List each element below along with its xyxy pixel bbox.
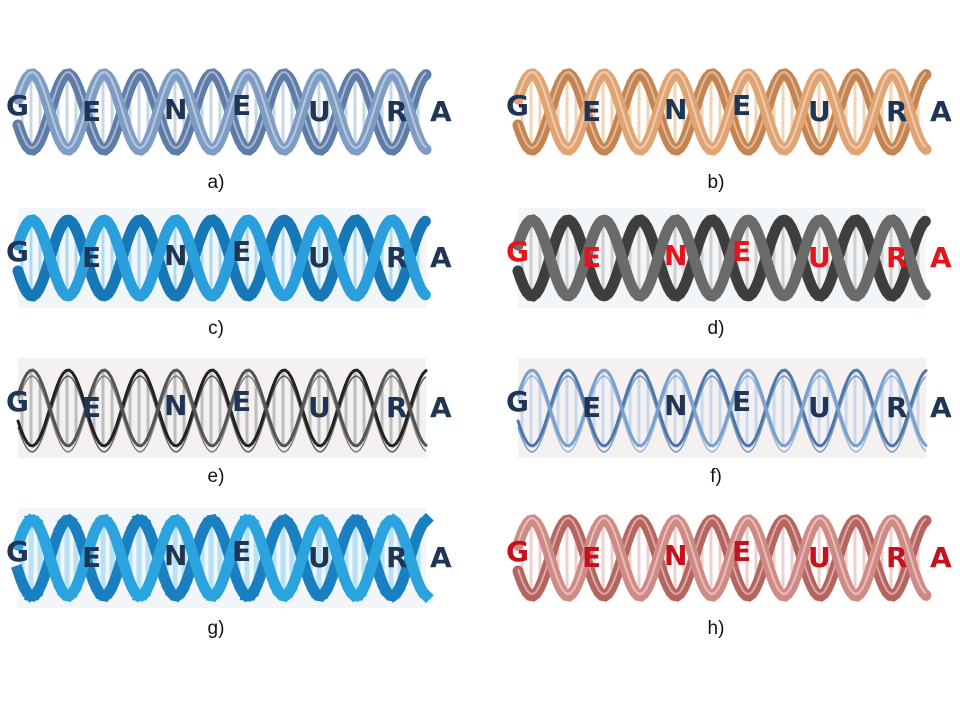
panel-caption: b) <box>707 172 725 193</box>
helix-letter: E <box>732 535 752 568</box>
helix-letter: R <box>386 541 408 574</box>
helix-letter: R <box>886 391 908 424</box>
dna-helix-graphic <box>512 68 932 156</box>
dna-helix-graphic <box>516 358 928 458</box>
helix-letter: E <box>582 95 602 128</box>
helix-letter: A <box>930 541 952 574</box>
dna-helix-graphic <box>11 508 434 608</box>
helix-strand-front <box>512 68 932 156</box>
helix-letter: R <box>886 241 908 274</box>
helix-strand-front-highlight <box>517 517 927 595</box>
helix-letter: G <box>6 89 29 122</box>
helix-strand-front <box>11 514 434 604</box>
helix-letter: U <box>308 391 331 424</box>
helix-letter: E <box>732 235 752 268</box>
helix-letter: A <box>430 391 452 424</box>
helix-strand-front-sketch-line <box>17 375 427 453</box>
dna-helix-graphic <box>512 208 932 308</box>
helix-letter: R <box>886 541 908 574</box>
helix-letter: G <box>506 535 529 568</box>
helix-letter: A <box>930 95 952 128</box>
helix-letter: E <box>582 541 602 574</box>
helix-letter: N <box>164 239 188 272</box>
helix-letter: U <box>808 241 831 274</box>
helix-letter: E <box>232 385 252 418</box>
helix-strand-front <box>512 514 932 602</box>
helix-letter: E <box>82 95 102 128</box>
helix-letter: R <box>886 95 908 128</box>
dna-helix-graphic <box>12 68 432 156</box>
helix-letter: U <box>308 241 331 274</box>
helix-letter: E <box>732 385 752 418</box>
helix-strand-front <box>512 214 932 302</box>
panel-caption: e) <box>207 466 225 487</box>
helix-letter: E <box>82 391 102 424</box>
helix-letter: A <box>430 541 452 574</box>
panel-caption: h) <box>707 618 725 639</box>
helix-letter: R <box>386 241 408 274</box>
helix-strand-front-highlight <box>517 71 927 149</box>
helix-letter: E <box>732 89 752 122</box>
helix-letter: E <box>232 535 252 568</box>
dna-helix-graphic <box>12 208 432 308</box>
helix-letter: N <box>164 93 188 126</box>
helix-strand-front <box>16 368 428 448</box>
helix-letter: R <box>386 391 408 424</box>
helix-letter: N <box>664 93 688 126</box>
helix-letter: E <box>232 89 252 122</box>
helix-letter: U <box>308 541 331 574</box>
helix-letter: A <box>430 95 452 128</box>
helix-strand-front <box>516 368 928 448</box>
helix-strand-front <box>12 214 432 302</box>
helix-letter: E <box>82 241 102 274</box>
dna-helix-graphic <box>16 358 428 458</box>
helix-letter: G <box>506 89 529 122</box>
helix-letter: N <box>664 389 688 422</box>
panel-caption: c) <box>208 318 224 339</box>
helix-letter: G <box>6 535 29 568</box>
helix-letter: U <box>808 541 831 574</box>
helix-letter: E <box>82 541 102 574</box>
helix-letter: N <box>664 539 688 572</box>
helix-letter: E <box>232 235 252 268</box>
helix-letter: R <box>386 95 408 128</box>
helix-letter: U <box>308 95 331 128</box>
helix-letter: G <box>506 235 529 268</box>
helix-letter: A <box>430 241 452 274</box>
helix-letter: N <box>164 389 188 422</box>
helix-letter: G <box>6 235 29 268</box>
dna-helix-graphic <box>512 514 932 602</box>
helix-letter: N <box>164 539 188 572</box>
helix-letter: U <box>808 391 831 424</box>
helix-letter: N <box>664 239 688 272</box>
helix-letter: A <box>930 391 952 424</box>
panel-caption: d) <box>707 318 725 339</box>
helix-letter: G <box>506 385 529 418</box>
helix-letter: A <box>930 241 952 274</box>
panel-caption: f) <box>710 466 722 487</box>
helix-strand-front <box>12 68 432 156</box>
helix-letter: G <box>6 385 29 418</box>
helix-strand-front-highlight <box>17 71 427 149</box>
panel-caption: g) <box>207 618 225 639</box>
helix-letter: E <box>582 391 602 424</box>
helix-strand-front-sketch-line <box>517 375 927 453</box>
panel-caption: a) <box>207 172 225 193</box>
helix-letter: U <box>808 95 831 128</box>
helix-letter: E <box>582 241 602 274</box>
